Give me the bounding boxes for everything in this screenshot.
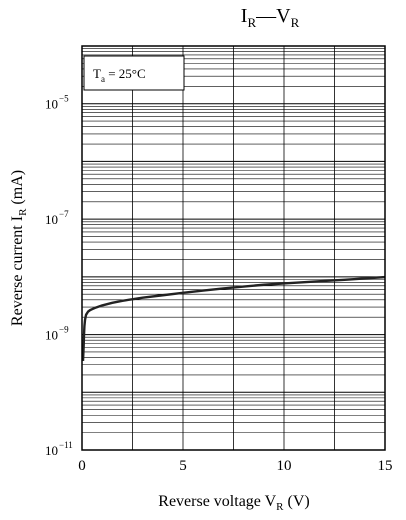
temperature-annotation: Ta = 25°C	[83, 55, 185, 91]
y-tick-exponent: −11	[59, 440, 73, 450]
y-axis-label: Reverse current IR (mA)	[9, 170, 29, 326]
series-line	[81, 275, 386, 361]
y-tick-label: 10	[45, 212, 58, 227]
y-tick-exponent: −9	[59, 325, 69, 335]
plot-frame	[81, 45, 386, 451]
y-tick-label: 10	[45, 97, 58, 112]
x-tick-label: 0	[78, 458, 86, 474]
x-tick-label: 5	[179, 458, 187, 474]
series-layer	[81, 275, 386, 361]
x-tick-label: 10	[277, 458, 292, 474]
y-tick-label: 10	[45, 443, 58, 458]
x-tick-label: 15	[378, 458, 393, 474]
chart-title: IR—VR	[241, 5, 300, 30]
annotation-box	[83, 55, 185, 91]
y-tick-exponent: −7	[59, 209, 69, 219]
annotation-text: Ta = 25°C	[93, 66, 146, 84]
x-tick-labels: 0 5 10 15	[78, 458, 392, 474]
grid	[81, 46, 386, 451]
x-axis-label: Reverse voltage VR (V)	[158, 493, 309, 513]
y-tick-label: 10	[45, 328, 58, 343]
y-tick-exponent: −5	[59, 94, 69, 104]
